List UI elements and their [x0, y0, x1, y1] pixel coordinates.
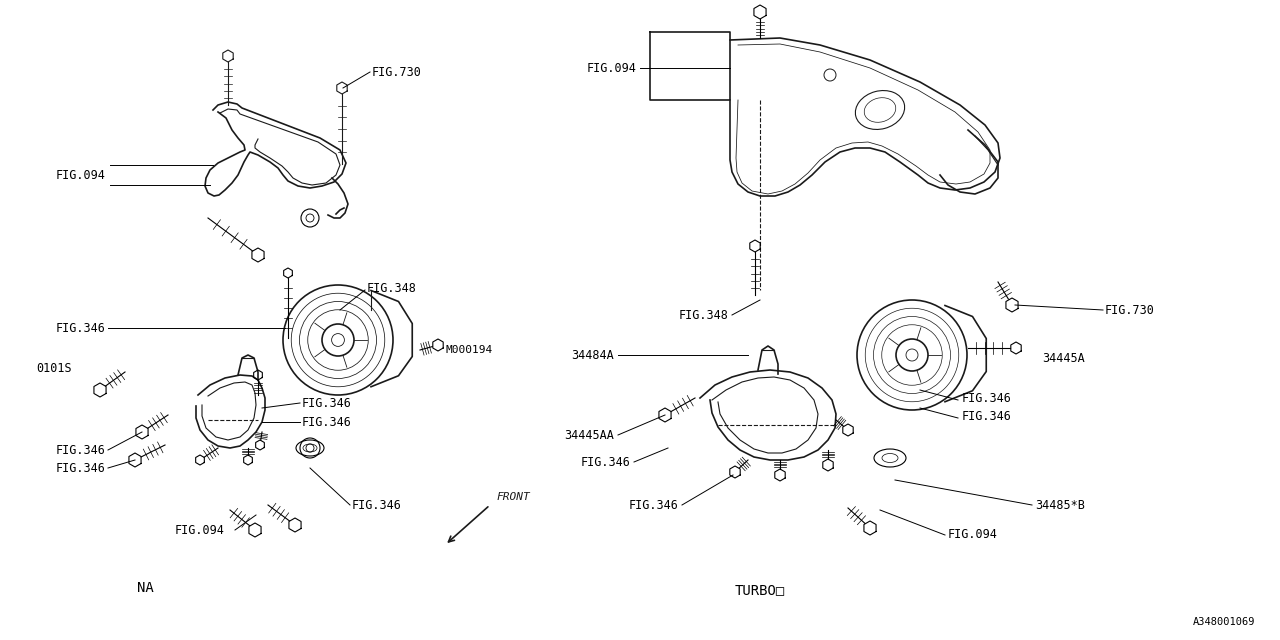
Text: FIG.094: FIG.094 — [175, 524, 225, 536]
Text: FIG.094: FIG.094 — [586, 61, 636, 74]
Text: FIG.346: FIG.346 — [302, 415, 352, 429]
Text: FIG.346: FIG.346 — [55, 444, 105, 456]
Text: FIG.346: FIG.346 — [963, 392, 1012, 404]
Text: FIG.346: FIG.346 — [628, 499, 678, 511]
Text: FIG.348: FIG.348 — [367, 282, 417, 294]
Text: FIG.346: FIG.346 — [55, 461, 105, 474]
Text: FIG.094: FIG.094 — [55, 168, 105, 182]
Text: FIG.348: FIG.348 — [678, 308, 728, 321]
Text: FIG.346: FIG.346 — [352, 499, 402, 511]
Text: FIG.346: FIG.346 — [963, 410, 1012, 422]
Text: FIG.094: FIG.094 — [948, 529, 998, 541]
Text: FIG.346: FIG.346 — [55, 321, 105, 335]
Text: 34484A: 34484A — [571, 349, 614, 362]
Text: 34485*B: 34485*B — [1036, 499, 1085, 511]
Text: A348001069: A348001069 — [1193, 617, 1254, 627]
Text: FIG.346: FIG.346 — [302, 397, 352, 410]
Text: 34445A: 34445A — [1042, 351, 1084, 365]
Text: 34445AA: 34445AA — [564, 429, 614, 442]
Text: FIG.730: FIG.730 — [372, 65, 422, 79]
Text: FIG.346: FIG.346 — [580, 456, 630, 468]
Text: FRONT: FRONT — [497, 492, 530, 502]
Text: 0101S: 0101S — [36, 362, 72, 374]
Text: TURBO□: TURBO□ — [735, 583, 785, 597]
Text: M000194: M000194 — [445, 345, 493, 355]
Text: FIG.730: FIG.730 — [1105, 303, 1155, 317]
Text: NA: NA — [137, 581, 154, 595]
